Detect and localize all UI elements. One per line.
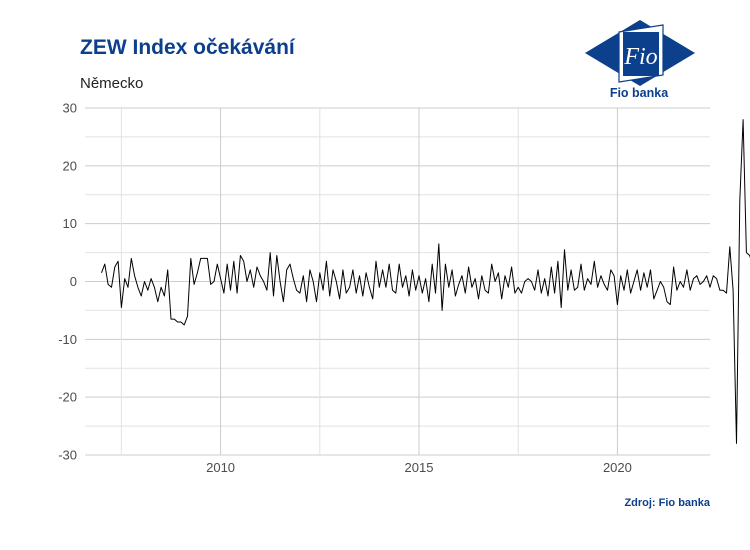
fio-logo-icon: Fio bbox=[585, 20, 695, 86]
x-tick-label: 2010 bbox=[206, 460, 235, 475]
chart-subtitle: Německo bbox=[80, 75, 144, 92]
y-tick-label: -20 bbox=[58, 390, 77, 405]
logo-card-inner bbox=[623, 32, 659, 76]
series-layer bbox=[101, 119, 750, 444]
y-tick-label: 30 bbox=[63, 101, 77, 116]
chart-title: ZEW Index očekávání bbox=[80, 36, 295, 59]
y-tick-label: 0 bbox=[70, 274, 77, 289]
series-line bbox=[101, 119, 750, 444]
y-tick-label: 20 bbox=[63, 158, 77, 173]
y-tick-label: 10 bbox=[63, 216, 77, 231]
source-note: Zdroj: Fio banka bbox=[624, 497, 710, 509]
x-tick-label: 2015 bbox=[405, 460, 434, 475]
y-tick-label: -10 bbox=[58, 332, 77, 347]
logo-mark-text: Fio bbox=[623, 44, 657, 70]
y-tick-label: -30 bbox=[58, 448, 77, 463]
x-tick-label: 2020 bbox=[603, 460, 632, 475]
logo-name: Fio banka bbox=[609, 86, 669, 100]
